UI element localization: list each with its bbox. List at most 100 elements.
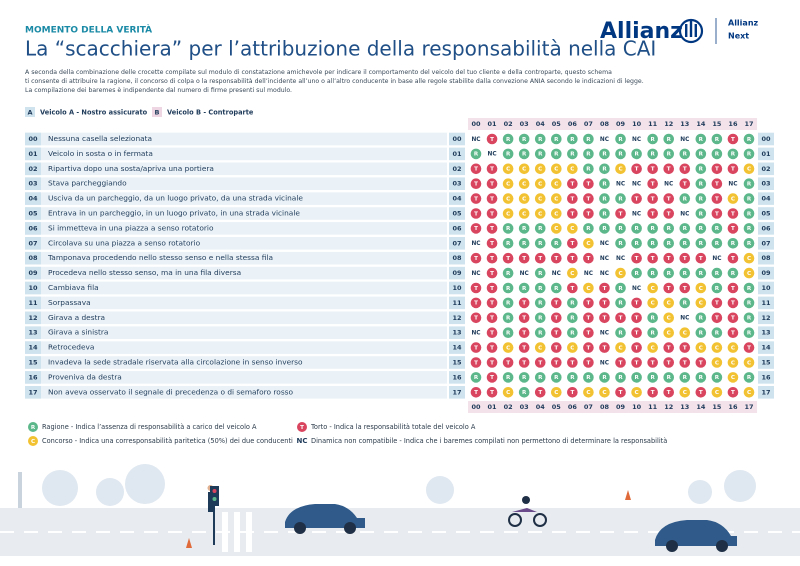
cell-dot [663,252,675,264]
cell-dot [583,223,594,234]
cell-code: R [538,241,543,247]
cell-code: T [490,331,494,337]
cell-code: R [747,241,752,247]
row-band [25,296,447,310]
row-code: 16 [452,373,462,381]
cell-code: T [490,271,494,277]
row-code-box [25,147,41,161]
intro-line: A seconda della combinazione delle croce… [25,69,612,76]
row-band [25,222,447,235]
row-code-box [449,371,465,384]
cell-dot [534,223,546,234]
cell-code: C [570,271,574,277]
cell-dot [647,372,658,383]
row-band [25,132,447,146]
row-code: 15 [761,359,771,367]
cell-dot [679,178,691,189]
column-code: 03 [520,120,529,128]
cell-code: R [699,271,704,277]
cell-dot [615,357,626,368]
row-band [25,386,447,399]
row-code: 09 [28,269,38,277]
cell-dot [663,387,675,398]
cell-code: R [747,182,752,188]
cell-code: R [618,331,623,337]
cell-dot [567,252,578,264]
cell-dot [599,297,610,309]
cell-dot [663,267,675,279]
cell-dot [679,327,691,339]
cell-code: R [731,152,736,158]
cell-code: R [651,241,656,247]
cell-code: T [554,331,558,337]
cell-code: T [683,167,687,173]
cell-dot [518,357,530,368]
column-code: 06 [568,403,578,411]
cell-code: NC [712,256,721,262]
cell-dot [551,387,562,398]
cell-dot [551,208,562,219]
cell-dot [631,297,642,309]
illustration [0,464,800,556]
cell-code: R [506,226,511,232]
cell-dot [534,372,546,383]
cell-code: T [667,211,671,217]
cell-code: C [651,301,655,307]
cell-dot [486,282,498,294]
cell-code: T [715,182,719,188]
row-label: Ripartiva dopo una sosta/apriva una port… [48,164,214,173]
row-code: 03 [28,180,37,188]
row-code-box [25,251,41,265]
cell-code: T [490,226,494,232]
row-code-box [758,207,774,220]
cell-dot [679,148,691,160]
cell-dot [647,387,658,398]
content: A seconda della combinazione delle croce… [25,69,774,446]
cell-code: C [522,167,526,173]
cell-code: T [731,316,735,322]
cell-dot [502,178,514,189]
cell-code: T [619,316,623,322]
column-code: 08 [600,403,610,411]
cell-code: T [490,256,494,262]
cell-code: R [570,331,575,337]
column-code: 09 [616,120,626,128]
row-code: 16 [28,373,38,381]
column-code: 05 [552,120,562,128]
cell-code: T [635,301,639,307]
cell-code: R [715,286,720,292]
cell-dot [534,178,546,189]
cell-dot [711,148,723,160]
cell-dot [615,238,626,249]
cell-code: C [635,390,639,396]
cell-dot [583,327,594,339]
row-code: 02 [452,165,461,173]
cell-code: R [554,152,559,158]
row-code: 04 [761,195,771,203]
cell-dot [615,372,626,383]
cell-dot [615,297,626,309]
cell-code: R [602,152,607,158]
column-code: 14 [696,403,706,411]
cell-code: R [586,226,591,232]
cell-code: NC [632,182,641,188]
cell-dot [486,163,498,175]
cell-dot [727,357,739,368]
cell-dot [502,357,514,368]
row-code: 12 [761,314,770,322]
row-code-box [758,177,774,190]
row-code: 11 [452,299,462,307]
cell-code: R [667,152,672,158]
column-code: 07 [584,403,593,411]
cell-dot [502,238,514,249]
cell-code: NC [600,137,609,143]
cell-code: C [586,390,590,396]
cell-code: T [715,211,719,217]
row-code: 11 [28,299,38,307]
intro-line: ti consente di attribuire la ragione, il… [25,77,644,85]
row-label: Entrava in un parcheggio, in un luogo pr… [48,209,300,218]
row-code: 10 [761,284,771,292]
cell-dot [631,357,642,368]
cell-dot [567,238,578,249]
cell-code: R [699,331,704,337]
